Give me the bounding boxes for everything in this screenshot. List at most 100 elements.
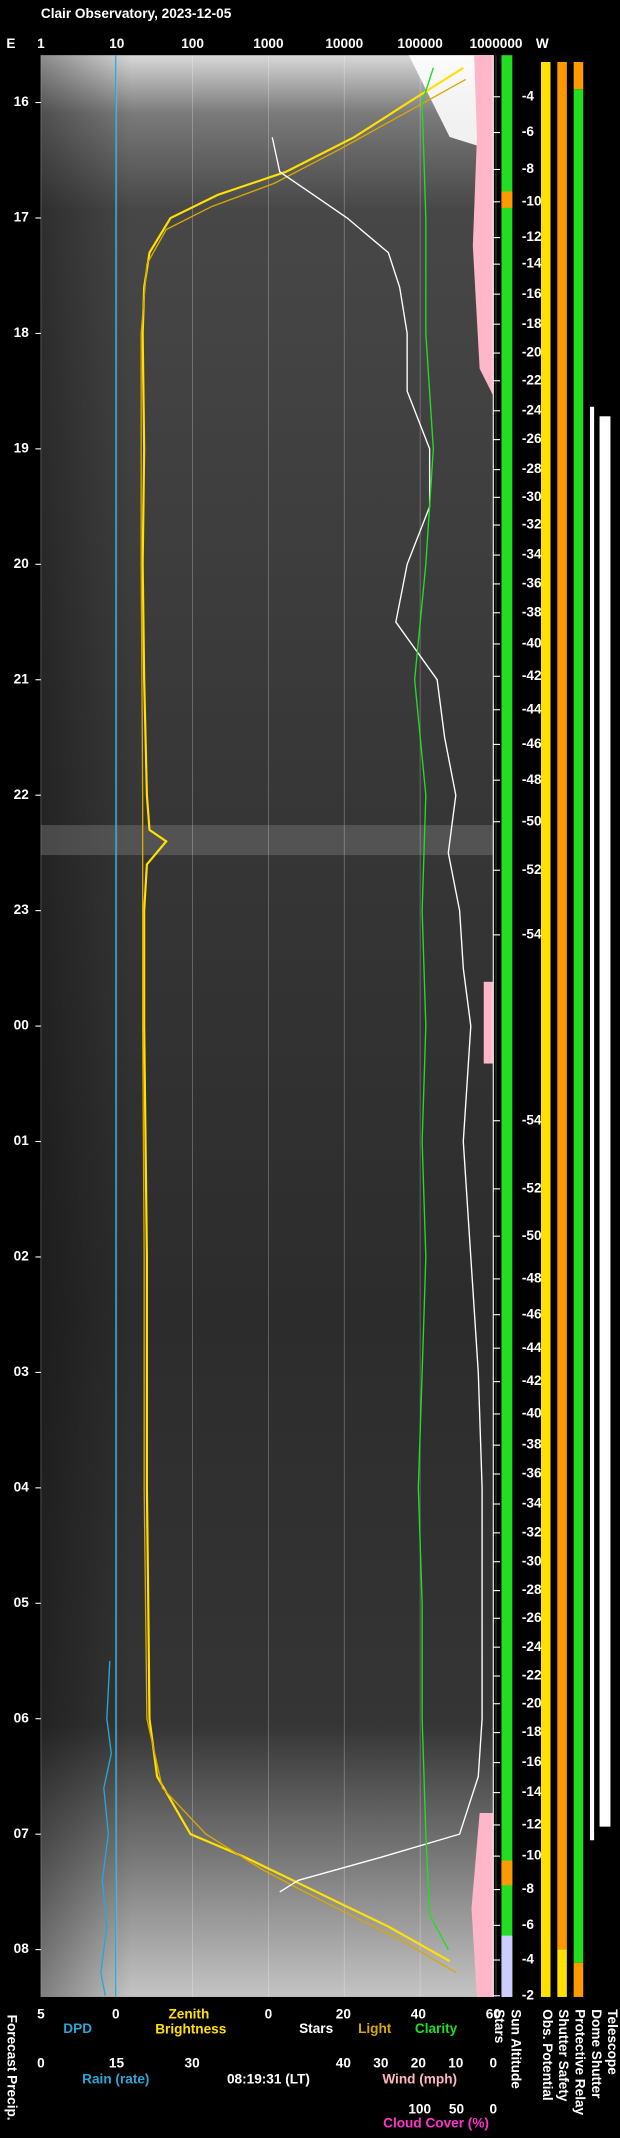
bottom-tick-label: 15	[109, 2055, 125, 2070]
sun-altitude-label: -8	[522, 1881, 535, 1896]
legend-label: Stars	[299, 2021, 333, 2036]
sun-altitude-label: -2	[522, 1987, 535, 2002]
keogram-band	[40, 825, 494, 856]
bottom-axis-label: Cloud Cover (%)	[383, 2115, 489, 2130]
bottom-axis-label: Wind (mph)	[382, 2072, 457, 2087]
sun-altitude-bar-twilight	[501, 1860, 513, 1886]
sun-altitude-label: -40	[522, 1406, 542, 1421]
sun-altitude-label: -46	[522, 736, 542, 751]
sun-altitude-label: -46	[522, 1306, 542, 1321]
sun-altitude-label: -10	[522, 193, 542, 208]
status-label: Obs. Potential	[540, 2009, 555, 2101]
y-tick-label: 20	[14, 556, 30, 571]
series-line	[271, 137, 483, 1893]
bottom-axis-label: Rain (rate)	[82, 2072, 149, 2087]
sun-altitude-label: -30	[522, 489, 542, 504]
legend-label: Zenith Brightness	[155, 2006, 227, 2036]
bottom-tick-label: 20	[411, 2055, 427, 2070]
sun-altitude-bar	[501, 55, 513, 1997]
sun-altitude-label: -6	[522, 1917, 535, 1932]
sun-altitude-label: -50	[522, 813, 542, 828]
timestamp: 08:19:31 (LT)	[227, 2072, 310, 2087]
y-tick-label: 03	[14, 1364, 30, 1379]
sun-altitude-label: -28	[522, 461, 542, 476]
sun-altitude-label: -22	[522, 1668, 542, 1683]
sun-altitude-label: -16	[522, 1754, 542, 1769]
telescope-bar	[599, 416, 611, 1827]
legend-label: Clarity	[415, 2021, 458, 2036]
east-label: E	[6, 36, 15, 51]
sun-altitude-bar-day	[501, 1935, 513, 1997]
sun-altitude-label: -6	[522, 124, 535, 139]
x-tick-label: 1000	[253, 36, 284, 51]
sun-altitude-label: -24	[522, 402, 542, 417]
bottom-tick-label: 50	[449, 2102, 465, 2117]
bottom-tick-label: 10	[448, 2055, 464, 2070]
sun-altitude-label: -4	[522, 88, 535, 103]
sun-altitude-label: -34	[522, 1496, 542, 1511]
side-label: Forecast Precip.	[4, 2015, 19, 2121]
y-tick-label: 01	[14, 1133, 30, 1148]
bottom-tick-label: 0	[112, 2006, 120, 2021]
sun-altitude-label: -14	[522, 1784, 542, 1799]
status-label: Stars	[492, 2009, 507, 2043]
sun-altitude-label: -34	[522, 547, 542, 562]
protective-relay-bar-start	[573, 62, 584, 90]
sun-altitude-bar-twilight	[501, 191, 513, 208]
sun-altitude-label: -12	[522, 1817, 542, 1832]
bottom-tick-label: 40	[336, 2055, 352, 2070]
shutter-safety-bar-end	[557, 1949, 567, 1997]
status-label: Sun Altitude	[508, 2009, 523, 2089]
sun-altitude-label: -30	[522, 1553, 542, 1568]
sun-altitude-label: -44	[522, 1340, 542, 1355]
sun-altitude-label: -18	[522, 316, 542, 331]
obs-potential-bar	[540, 62, 551, 1997]
bottom-tick-label: 30	[373, 2055, 389, 2070]
sun-altitude-label: -20	[522, 345, 542, 360]
sun-altitude-label: -42	[522, 668, 542, 683]
dpd-line	[100, 1661, 113, 1996]
bottom-tick-label: 40	[411, 2006, 427, 2021]
sun-altitude-label: -48	[522, 1270, 542, 1285]
sun-altitude-label: -38	[522, 1437, 542, 1452]
shutter-safety-bar	[557, 62, 567, 1950]
west-label: W	[536, 36, 549, 51]
sun-altitude-label: -54	[522, 926, 542, 941]
y-tick-label: 19	[14, 440, 30, 455]
sun-altitude-label: -8	[522, 161, 535, 176]
y-tick-label: 02	[14, 1249, 30, 1264]
x-tick-label: 10	[109, 36, 125, 51]
sun-altitude-label: -52	[522, 862, 542, 877]
y-tick-label: 21	[14, 671, 30, 686]
sun-altitude-label: -32	[522, 1524, 542, 1539]
series-line	[140, 78, 467, 1974]
sun-altitude-label: -38	[522, 604, 542, 619]
bottom-axis-label: DPD	[63, 2021, 92, 2036]
y-tick-label: 16	[14, 94, 30, 109]
sun-altitude-label: -40	[522, 636, 542, 651]
status-label: Dome Shutter	[589, 2009, 604, 2099]
x-tick-label: 100000	[397, 36, 443, 51]
chart-title: Clair Observatory, 2023-12-05	[41, 6, 232, 21]
x-tick-label: 10000	[325, 36, 363, 51]
y-tick-label: 07	[14, 1826, 29, 1841]
bottom-tick-label: 5	[37, 2006, 45, 2021]
sun-altitude-label: -48	[522, 772, 542, 787]
cloud-cover-top	[472, 55, 494, 396]
sun-altitude-label: -26	[522, 1610, 542, 1625]
series-line	[141, 66, 464, 1963]
protective-relay-bar-end	[573, 1962, 584, 1997]
bottom-tick-label: 60	[486, 2006, 502, 2021]
bottom-tick-label: 0	[489, 2102, 497, 2117]
sun-altitude-label: -28	[522, 1582, 542, 1597]
y-tick-label: 00	[14, 1018, 30, 1033]
protective-relay-bar	[573, 89, 584, 1963]
sun-altitude-label: -44	[522, 701, 542, 716]
sun-altitude-label: -36	[522, 1466, 542, 1481]
sun-altitude-label: -14	[522, 256, 542, 271]
y-tick-label: 22	[14, 787, 30, 802]
y-tick-label: 17	[14, 210, 29, 225]
sun-altitude-label: -32	[522, 517, 542, 532]
bottom-tick-label: 20	[336, 2006, 352, 2021]
sun-altitude-label: -52	[522, 1180, 542, 1195]
